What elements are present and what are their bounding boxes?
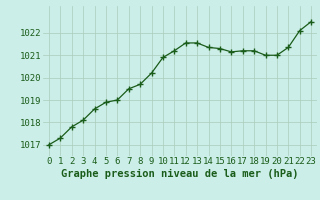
X-axis label: Graphe pression niveau de la mer (hPa): Graphe pression niveau de la mer (hPa) bbox=[61, 169, 299, 179]
